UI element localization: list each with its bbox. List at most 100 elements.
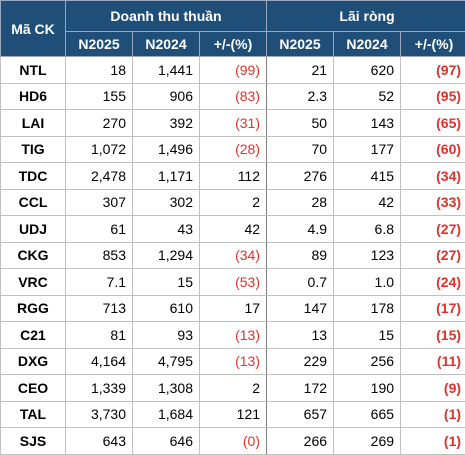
profit-change-cell: (24): [401, 269, 465, 296]
revenue-2025-cell: 713: [66, 295, 133, 322]
stock-code-cell: DXG: [1, 348, 66, 375]
profit-2024-cell: 143: [334, 110, 401, 137]
profit-2024-cell: 177: [334, 136, 401, 163]
header-profit-2024: N2024: [334, 32, 401, 57]
header-row-groups: Mã CK Doanh thu thuần Lãi ròng: [1, 1, 465, 32]
stock-code-cell: LAI: [1, 110, 66, 137]
revenue-change-cell: (83): [200, 83, 267, 110]
header-revenue-2025: N2025: [66, 32, 133, 57]
stock-code-cell: SJS: [1, 428, 66, 455]
profit-change-cell: (95): [401, 83, 465, 110]
revenue-2024-cell: 1,171: [133, 163, 200, 190]
revenue-2025-cell: 7.1: [66, 269, 133, 296]
profit-2025-cell: 89: [267, 242, 334, 269]
profit-2025-cell: 657: [267, 401, 334, 428]
profit-change-cell: (65): [401, 110, 465, 137]
revenue-2024-cell: 93: [133, 322, 200, 349]
revenue-change-cell: 2: [200, 375, 267, 402]
profit-change-cell: (60): [401, 136, 465, 163]
revenue-2025-cell: 270: [66, 110, 133, 137]
revenue-change-cell: (53): [200, 269, 267, 296]
profit-2024-cell: 665: [334, 401, 401, 428]
revenue-2024-cell: 906: [133, 83, 200, 110]
profit-change-cell: (34): [401, 163, 465, 190]
header-row-subcolumns: N2025 N2024 +/-(%) N2025 N2024 +/-(%): [1, 32, 465, 57]
profit-change-cell: (11): [401, 348, 465, 375]
profit-2024-cell: 42: [334, 189, 401, 216]
revenue-2025-cell: 155: [66, 83, 133, 110]
revenue-2024-cell: 646: [133, 428, 200, 455]
revenue-2024-cell: 1,294: [133, 242, 200, 269]
revenue-change-cell: 2: [200, 189, 267, 216]
profit-2025-cell: 2.3: [267, 83, 334, 110]
revenue-2025-cell: 3,730: [66, 401, 133, 428]
profit-2025-cell: 70: [267, 136, 334, 163]
header-revenue-change: +/-(%): [200, 32, 267, 57]
revenue-2025-cell: 4,164: [66, 348, 133, 375]
revenue-2024-cell: 43: [133, 216, 200, 243]
header-stock-code: Mã CK: [1, 1, 66, 57]
revenue-change-cell: (13): [200, 322, 267, 349]
stock-code-cell: TIG: [1, 136, 66, 163]
revenue-change-cell: 17: [200, 295, 267, 322]
stock-code-cell: TDC: [1, 163, 66, 190]
profit-2024-cell: 6.8: [334, 216, 401, 243]
profit-2025-cell: 28: [267, 189, 334, 216]
revenue-2024-cell: 15: [133, 269, 200, 296]
header-revenue-2024: N2024: [133, 32, 200, 57]
profit-2025-cell: 276: [267, 163, 334, 190]
profit-change-cell: (27): [401, 242, 465, 269]
profit-2025-cell: 4.9: [267, 216, 334, 243]
revenue-2025-cell: 1,339: [66, 375, 133, 402]
revenue-2024-cell: 1,308: [133, 375, 200, 402]
revenue-2025-cell: 307: [66, 189, 133, 216]
revenue-2024-cell: 302: [133, 189, 200, 216]
stock-code-cell: NTL: [1, 57, 66, 84]
profit-change-cell: (9): [401, 375, 465, 402]
revenue-2025-cell: 643: [66, 428, 133, 455]
profit-2024-cell: 123: [334, 242, 401, 269]
revenue-2024-cell: 392: [133, 110, 200, 137]
revenue-change-cell: (28): [200, 136, 267, 163]
profit-2025-cell: 147: [267, 295, 334, 322]
revenue-change-cell: (34): [200, 242, 267, 269]
profit-2024-cell: 1.0: [334, 269, 401, 296]
profit-change-cell: (1): [401, 401, 465, 428]
profit-2024-cell: 15: [334, 322, 401, 349]
profit-2024-cell: 52: [334, 83, 401, 110]
header-profit-change: +/-(%): [401, 32, 465, 57]
revenue-2024-cell: 1,684: [133, 401, 200, 428]
profit-2025-cell: 229: [267, 348, 334, 375]
revenue-2024-cell: 4,795: [133, 348, 200, 375]
profit-2025-cell: 266: [267, 428, 334, 455]
profit-change-cell: (33): [401, 189, 465, 216]
revenue-change-cell: 121: [200, 401, 267, 428]
revenue-2025-cell: 1,072: [66, 136, 133, 163]
stock-code-cell: CEO: [1, 375, 66, 402]
profit-2024-cell: 415: [334, 163, 401, 190]
revenue-change-cell: 42: [200, 216, 267, 243]
profit-2025-cell: 13: [267, 322, 334, 349]
stock-code-cell: CCL: [1, 189, 66, 216]
profit-2024-cell: 256: [334, 348, 401, 375]
profit-change-cell: (15): [401, 322, 465, 349]
stock-code-cell: CKG: [1, 242, 66, 269]
profit-2025-cell: 172: [267, 375, 334, 402]
profit-change-cell: (97): [401, 57, 465, 84]
profit-2024-cell: 620: [334, 57, 401, 84]
revenue-2024-cell: 1,441: [133, 57, 200, 84]
